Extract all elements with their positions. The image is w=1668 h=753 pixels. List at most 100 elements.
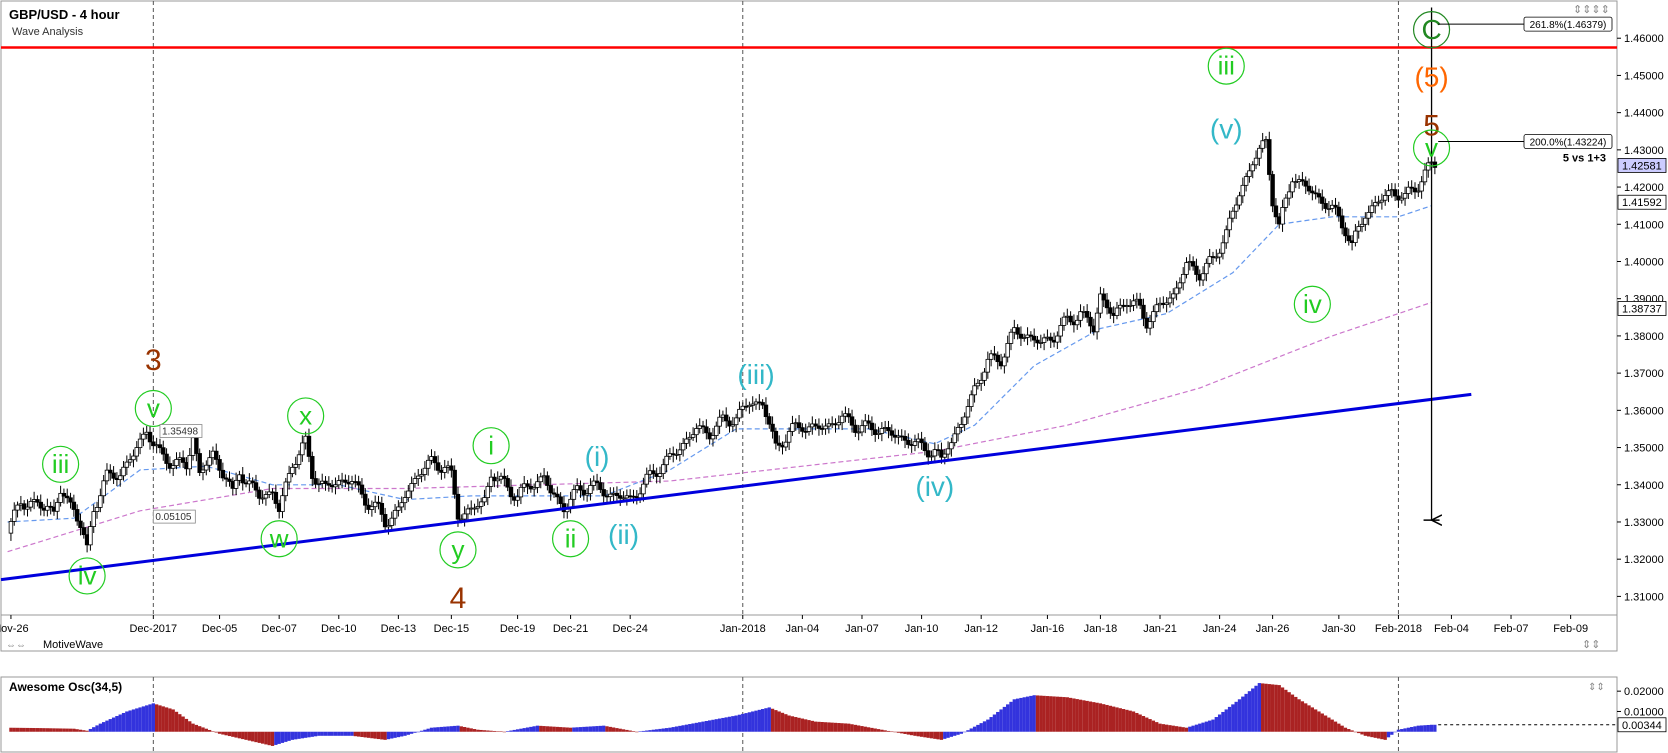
oscillator-bar xyxy=(1085,700,1089,732)
scroll-arrows-icon[interactable]: ⇕⇕ xyxy=(1582,639,1600,651)
candle-body xyxy=(372,501,378,508)
logo-arrows-icon: ⇔⇔ xyxy=(6,640,26,651)
candle-body xyxy=(641,483,646,495)
oscillator-bar xyxy=(121,712,126,732)
oscillator-bar xyxy=(1353,731,1358,733)
oscillator-bar xyxy=(883,730,887,732)
oscillator-bar xyxy=(1247,691,1252,732)
oscillator-bar xyxy=(1241,696,1245,732)
oscillator-bar xyxy=(972,726,977,732)
oscillator-bar xyxy=(1214,717,1218,732)
oscillator-bar xyxy=(184,718,189,732)
candle-body xyxy=(704,426,709,434)
oscillator-bar xyxy=(1426,724,1430,732)
candle-body xyxy=(1224,229,1229,244)
candle-body xyxy=(995,354,1000,363)
candle-body xyxy=(422,467,428,475)
candle-body xyxy=(803,430,808,433)
candle-body xyxy=(1177,282,1183,289)
candle-body xyxy=(1346,235,1351,242)
oscillator-bar xyxy=(1370,731,1374,738)
oscillator-bar xyxy=(194,724,199,732)
candle-body xyxy=(1154,304,1159,313)
oscillator-bar xyxy=(568,727,573,732)
price-tick-label: 1.41000 xyxy=(1624,219,1664,231)
oscillator-bar xyxy=(727,716,732,732)
oscillator-bar xyxy=(1045,696,1050,732)
oscillator-bar xyxy=(45,728,50,732)
oscillator-bar xyxy=(105,720,109,732)
annotation-box xyxy=(159,424,203,438)
oscillator-bar xyxy=(929,731,934,739)
oscillator-bar xyxy=(602,725,606,732)
oscillator-bar xyxy=(58,728,63,732)
oscillator-bar xyxy=(704,720,708,732)
oscillator-bar xyxy=(310,731,314,737)
oscillator-axis: 0.02000 0.01000 0.00344 xyxy=(1438,686,1667,733)
oscillator-bar xyxy=(1307,705,1311,732)
candle-body xyxy=(727,420,732,427)
candle-body xyxy=(601,489,606,497)
oscillator-bar xyxy=(1072,698,1076,732)
oscillator-bar xyxy=(535,725,540,732)
oscillator-bar xyxy=(1145,717,1149,732)
wave-label: 5 xyxy=(1423,110,1440,143)
pane-controls[interactable]: ⇕⇕⇕⇕ ⇕⇕ xyxy=(1573,4,1610,651)
oscillator-bar xyxy=(694,722,699,732)
oscillator-bar xyxy=(1131,711,1136,732)
oscillator-bar xyxy=(280,731,285,743)
oscillator-bar xyxy=(651,729,656,732)
candle-body xyxy=(117,475,123,481)
candle-body xyxy=(164,453,169,464)
oscillator-bar xyxy=(1380,731,1384,740)
oscillator-bar xyxy=(784,714,788,732)
oscillator-bar xyxy=(797,717,801,732)
candle-body xyxy=(194,437,199,454)
oscillator-bar xyxy=(827,722,831,732)
oscillator-bar xyxy=(1363,731,1367,736)
oscillator-bar xyxy=(539,725,543,732)
candle-body xyxy=(1174,287,1179,295)
oscillator-bar xyxy=(1317,711,1321,732)
oscillator-bar xyxy=(608,726,612,732)
candle-body xyxy=(925,450,931,458)
candle-body xyxy=(1184,262,1189,275)
oscillator-bar xyxy=(1327,717,1331,732)
oscillator-bar xyxy=(323,731,328,736)
pane-arrows-icon[interactable]: ⇕⇕⇕⇕ xyxy=(1573,4,1610,16)
candle-body xyxy=(714,425,719,436)
oscillator-bar xyxy=(959,731,963,734)
oscillator-bar xyxy=(267,731,271,746)
oscillator-bar xyxy=(688,724,692,732)
time-tick-label: Dec-19 xyxy=(500,623,535,635)
candle-body xyxy=(74,509,80,522)
oscillator-bar xyxy=(1204,721,1209,732)
oscillator-bar xyxy=(741,713,745,732)
oscillator-bar xyxy=(234,731,238,738)
oscillator-bar xyxy=(635,731,639,733)
oscillator-bar xyxy=(1403,728,1407,732)
time-tick-label: Dec-05 xyxy=(202,623,237,635)
oscillator-bar xyxy=(552,726,556,732)
oscillator-bar xyxy=(164,707,169,732)
oscillator-bar xyxy=(714,719,718,732)
candle-body xyxy=(1075,319,1080,326)
oscillator-bar xyxy=(168,708,172,732)
oscillator-bar xyxy=(333,731,338,736)
oscillator-bar xyxy=(1188,726,1192,732)
oscillator-bar xyxy=(423,729,427,732)
oscillator-close-icon[interactable]: ⇕⇕ xyxy=(1588,682,1605,693)
candle-body xyxy=(369,506,375,510)
candle-body xyxy=(982,371,987,381)
candle-body xyxy=(1088,316,1093,327)
candle-body xyxy=(598,482,603,490)
price-tag-label: 1.41592 xyxy=(1622,197,1662,209)
oscillator-bar xyxy=(1310,707,1314,732)
oscillator-bar xyxy=(744,713,748,732)
price-tick-label: 1.33000 xyxy=(1624,517,1664,529)
oscillator-bar xyxy=(1181,727,1185,732)
candle-body xyxy=(459,518,464,521)
wave-label: i xyxy=(488,430,494,460)
candle-body xyxy=(1253,157,1259,166)
